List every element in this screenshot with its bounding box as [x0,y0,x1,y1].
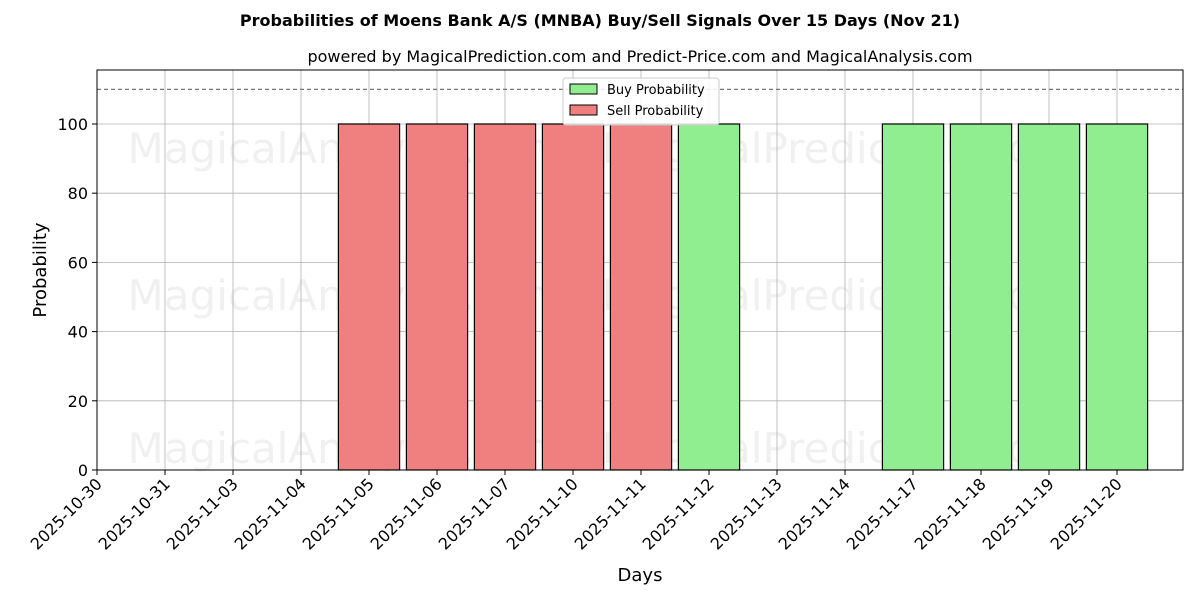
y-tick-label: 80 [68,184,88,203]
buy-bar [1085,123,1149,471]
sell-bar [473,123,537,471]
legend-swatch [569,83,598,95]
plot-frame [96,69,1184,471]
x-tick-label: 2025-10-30 [27,474,106,553]
x-tick-label: 2025-11-03 [163,474,242,553]
x-axis-label: Days [618,565,663,586]
y-tick-label: 60 [68,253,88,272]
y-tick-label: 100 [57,115,88,134]
x-tick-label: 2025-11-13 [707,474,786,553]
x-tick-label: 2025-11-04 [231,474,310,553]
buy-bar [949,123,1013,471]
y-tick-label: 20 [68,392,88,411]
x-tick-label: 2025-11-20 [1047,474,1126,553]
x-tick-label: 2025-10-31 [95,474,174,553]
x-tick-label: 2025-11-10 [503,474,582,553]
sell-bar [541,123,605,471]
legend-swatch [569,104,598,116]
x-tick-label: 2025-11-19 [979,474,1058,553]
chart-subtitle: powered by MagicalPrediction.com and Pre… [307,47,972,66]
legend-label: Buy Probability [607,83,705,98]
sell-bar [337,123,401,471]
x-tick-label: 2025-11-14 [775,474,854,553]
legend: Buy Probability Sell Probability [562,77,720,126]
buy-bar [1017,123,1081,471]
chart-title: Probabilities of Moens Bank A/S (MNBA) B… [240,11,960,30]
y-axis-label: Probability [30,222,51,317]
sell-bar [405,123,469,471]
legend-label: Sell Probability [607,104,704,119]
x-tick-label: 2025-11-05 [299,474,378,553]
y-tick-label: 0 [78,461,88,480]
x-tick-label: 2025-11-12 [639,474,718,553]
sell-bar [609,123,673,471]
x-tick-label: 2025-11-17 [843,474,922,553]
buy-bar [677,123,741,471]
x-tick-label: 2025-11-06 [367,474,446,553]
y-tick-label: 40 [68,323,88,342]
x-tick-label: 2025-11-11 [571,474,650,553]
x-tick-label: 2025-11-18 [911,474,990,553]
buy-bar [881,123,945,471]
legend-box [562,77,720,126]
x-tick-label: 2025-11-07 [435,474,514,553]
